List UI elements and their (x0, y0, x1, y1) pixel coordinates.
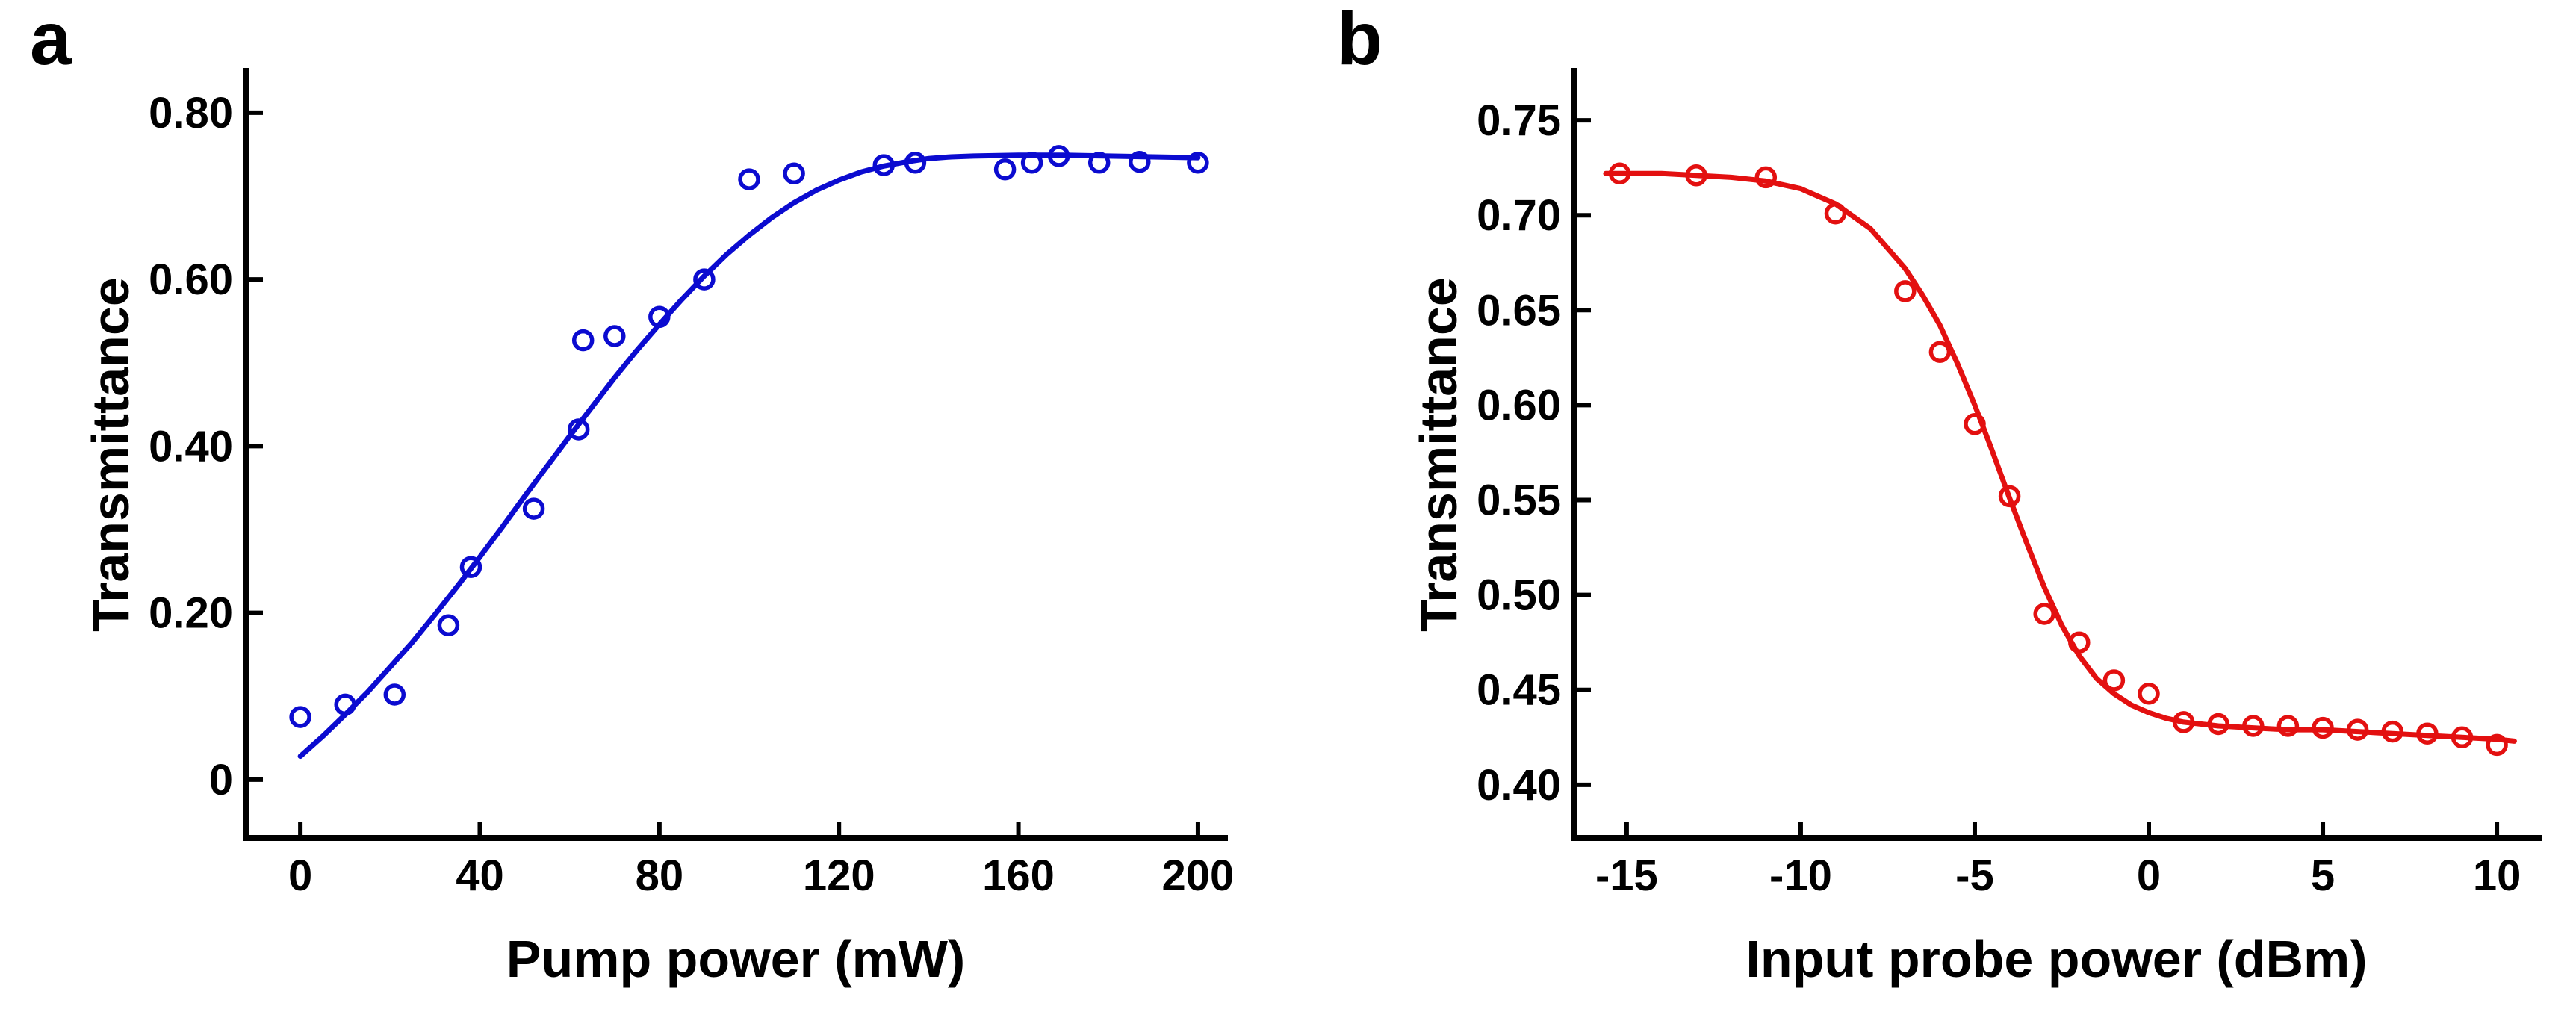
data-point (872, 154, 896, 176)
data-point (2102, 669, 2126, 692)
data-point (603, 325, 626, 347)
panel-a-letter: a (30, 0, 72, 81)
x-tick-label: 40 (456, 851, 504, 900)
x-tick-label: 200 (1162, 851, 1235, 900)
y-tick-label: 0.20 (149, 589, 233, 638)
y-axis-title: Transmittance (81, 277, 140, 632)
data-point (459, 556, 482, 578)
data-point (2068, 631, 2091, 654)
data-point (289, 706, 311, 728)
x-tick-label: 0 (288, 851, 312, 900)
x-tick-label: 5 (2311, 851, 2335, 900)
data-point (1894, 280, 1917, 302)
data-point (2312, 716, 2334, 739)
x-tick-label: 10 (2473, 851, 2521, 900)
x-tick-label: -15 (1595, 851, 1658, 900)
data-point (1608, 162, 1631, 185)
panel-b-chart: -15 -10 -5 0 5 10 0.40 0.45 0.50 0.55 0.60 0.65 0.70… (1409, 68, 2542, 988)
data-point (2276, 715, 2300, 737)
panel-a: a 0 40 80 120 160 200 0 0.20 0.40 0.60 0.80 Pump po… (0, 0, 1285, 1012)
data-point (383, 683, 406, 706)
data-point (2346, 718, 2369, 741)
data-point (783, 162, 805, 185)
x-tick-label: -5 (1955, 851, 1994, 900)
data-point (334, 693, 356, 716)
data-point (571, 329, 595, 352)
data-point (2381, 720, 2404, 743)
data-point (2486, 733, 2508, 757)
data-point (904, 152, 927, 174)
data-point (738, 168, 760, 190)
data-point (1928, 341, 1952, 363)
y-tick-label: 0.65 (1477, 286, 1561, 335)
fit-curve (297, 152, 1201, 760)
data-point (1754, 166, 1778, 189)
x-axis-title: Input probe power (dBm) (1745, 930, 2367, 988)
y-tick-label: 0.40 (1477, 761, 1561, 810)
y-tick-label: 0.45 (1477, 666, 1561, 715)
data-point (2207, 713, 2229, 736)
x-tick-label: -10 (1769, 851, 1832, 900)
y-tick-label: 0.75 (1477, 96, 1561, 145)
fit-curve (1603, 170, 2517, 744)
data-point (1824, 202, 1847, 225)
data-point (1187, 152, 1209, 174)
data-point (1129, 150, 1151, 173)
data-point (2416, 722, 2439, 745)
data-point (693, 268, 716, 291)
y-tick-label: 0.70 (1477, 191, 1561, 240)
data-point (437, 614, 460, 637)
x-axis-title: Pump power (mW) (506, 930, 965, 988)
axes (243, 68, 1228, 841)
panel-b-letter: b (1337, 0, 1383, 81)
data-point (1964, 413, 1986, 435)
y-tick-label: 0.60 (1477, 381, 1561, 429)
data-point (648, 305, 671, 329)
y-axis-title: Transmittance (1409, 277, 1468, 632)
panel-b: b -15 -10 -5 0 5 10 0.40 0.45 0.50 0.55 0.60 0.65 0.… (1285, 0, 2576, 1012)
y-tick-label: 0 (209, 756, 233, 804)
data-point (2242, 715, 2265, 737)
data-point (1047, 145, 1070, 167)
x-tick-label: 80 (636, 851, 684, 900)
data-point (1020, 152, 1043, 174)
data-point (2033, 603, 2055, 625)
data-point (567, 418, 590, 441)
data-point (522, 497, 545, 520)
y-tick-label: 0.55 (1477, 476, 1561, 525)
x-tick-label: 120 (803, 851, 875, 900)
axes (1571, 68, 2542, 841)
data-point (1685, 164, 1707, 187)
y-tick-label: 0.50 (1477, 571, 1561, 620)
data-point (993, 158, 1017, 181)
data-point (2138, 683, 2160, 705)
x-tick-label: 160 (982, 851, 1055, 900)
data-point (2172, 711, 2195, 733)
y-tick-label: 0.80 (149, 89, 233, 137)
data-point (2451, 726, 2474, 749)
data-point (1998, 485, 2021, 508)
panel-a-chart: 0 40 80 120 160 200 0 0.20 0.40 0.60 0.80 Pump powe… (81, 68, 1235, 988)
y-tick-label: 0.40 (149, 422, 233, 471)
y-tick-label: 0.60 (149, 255, 233, 304)
x-tick-label: 0 (2137, 851, 2161, 900)
data-point (1087, 152, 1111, 174)
